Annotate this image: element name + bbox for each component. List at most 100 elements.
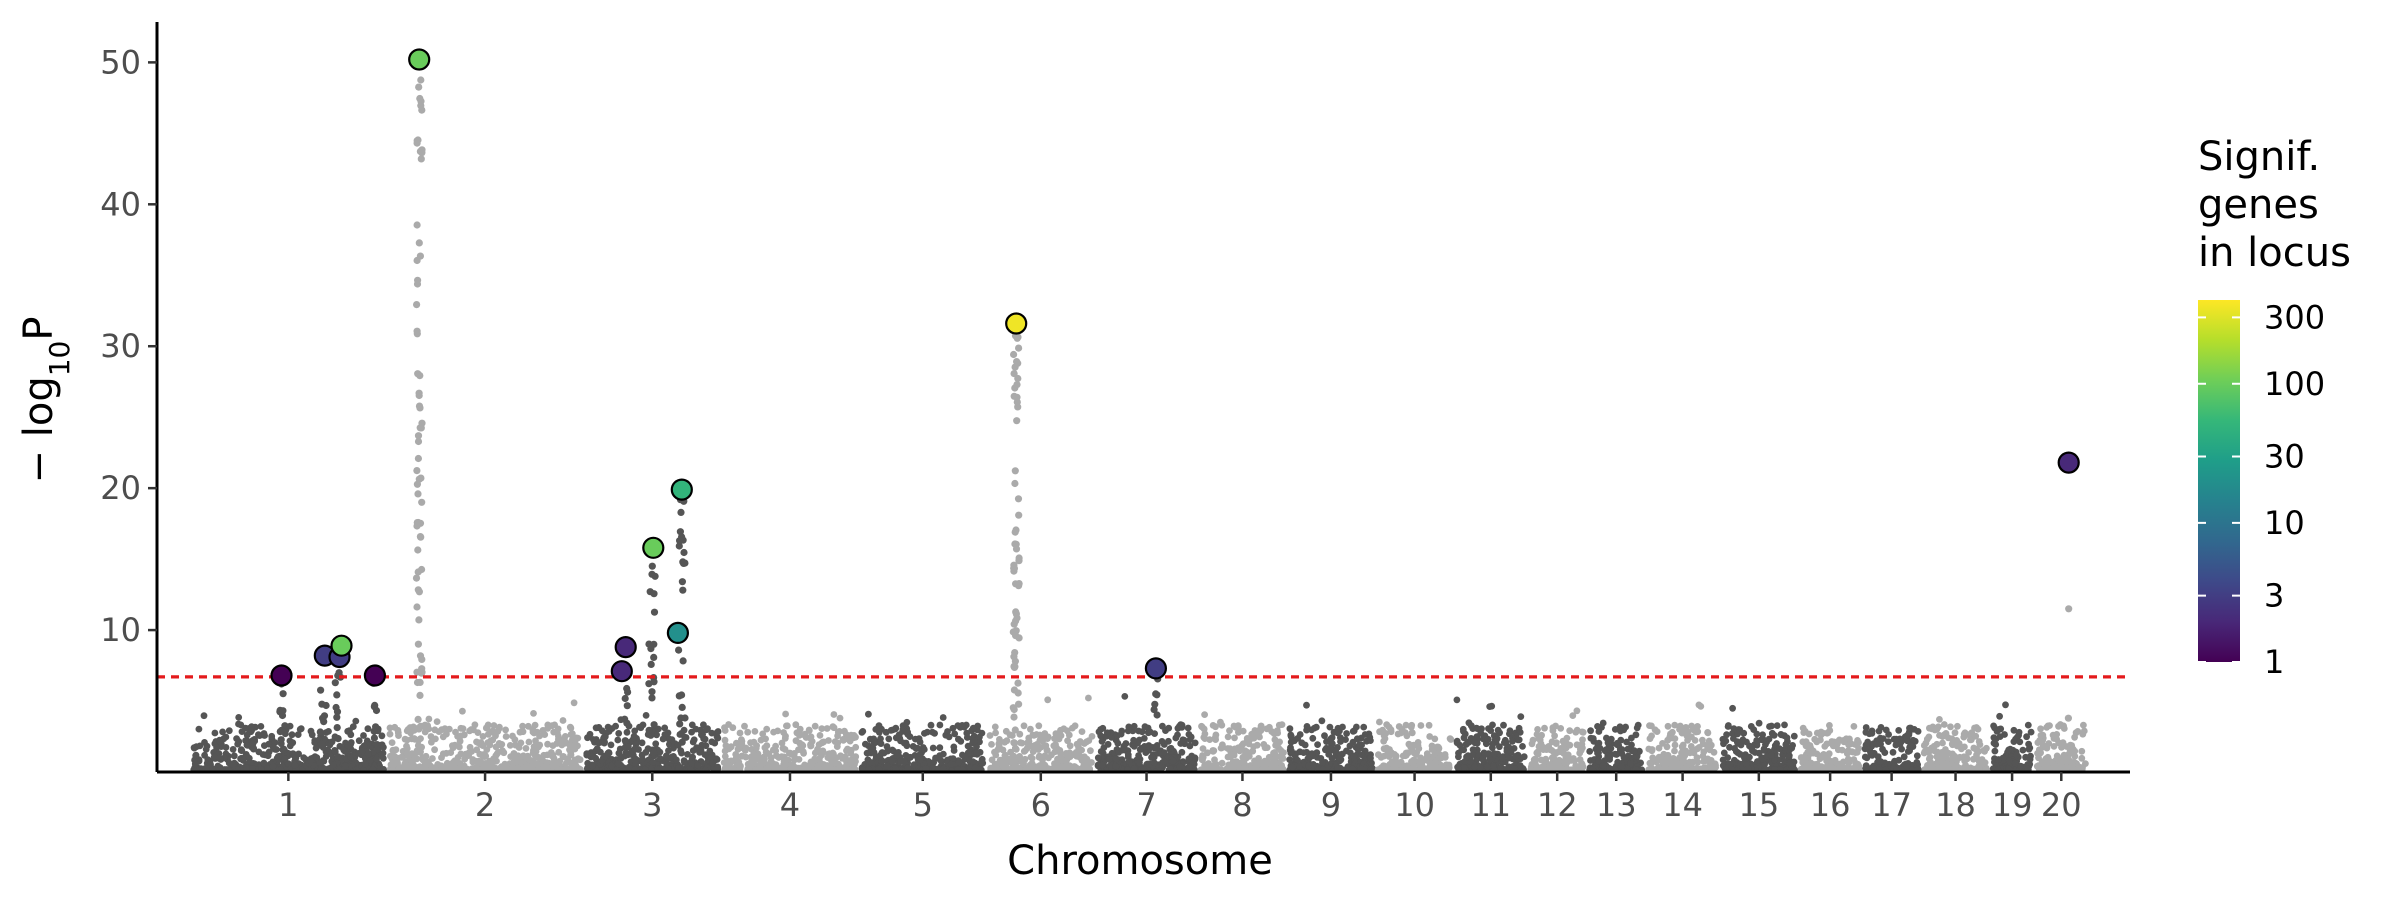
snp-point bbox=[1654, 764, 1662, 771]
snp-point bbox=[1551, 732, 1558, 740]
snp-point bbox=[811, 722, 819, 730]
snp-point bbox=[1401, 752, 1409, 760]
snp-point bbox=[1117, 730, 1125, 738]
snp-point bbox=[779, 744, 787, 752]
snp-point bbox=[459, 725, 467, 732]
snp-point bbox=[1520, 753, 1528, 761]
snp-point bbox=[1620, 754, 1628, 761]
snp-point bbox=[1308, 750, 1316, 758]
snp-point bbox=[1970, 744, 1978, 752]
snp-point bbox=[677, 747, 685, 755]
snp-point bbox=[525, 738, 533, 746]
snp-point bbox=[2026, 755, 2034, 763]
snp-point bbox=[1961, 757, 1969, 765]
snp-point bbox=[289, 739, 297, 747]
snp-point bbox=[358, 747, 366, 755]
snp-point bbox=[263, 765, 271, 772]
snp-point bbox=[969, 724, 977, 732]
snp-point bbox=[1572, 728, 1580, 736]
snp-point bbox=[1199, 745, 1207, 752]
snp-point bbox=[269, 763, 277, 770]
snp-point bbox=[680, 757, 688, 765]
snp-point bbox=[876, 752, 884, 760]
snp-point bbox=[549, 742, 557, 749]
snp-point bbox=[1790, 732, 1798, 740]
snp-point bbox=[638, 751, 646, 759]
snp-point bbox=[1761, 747, 1769, 754]
snp-point bbox=[1933, 725, 1941, 733]
snp-point bbox=[1689, 746, 1696, 754]
snp-point bbox=[1958, 745, 1965, 753]
snp-point bbox=[572, 734, 580, 742]
snp-point bbox=[1671, 721, 1679, 729]
snp-point bbox=[668, 736, 676, 744]
snp-point bbox=[1664, 722, 1672, 730]
snp-point bbox=[235, 720, 242, 728]
snp-point bbox=[1403, 732, 1411, 740]
snp-point bbox=[615, 760, 623, 768]
snp-point bbox=[1042, 742, 1050, 750]
snp-point bbox=[216, 754, 224, 762]
snp-point bbox=[831, 738, 839, 745]
snp-point bbox=[1453, 696, 1461, 704]
snp-point bbox=[601, 733, 609, 741]
snp-point bbox=[479, 733, 487, 740]
snp-point bbox=[325, 728, 332, 735]
snp-point bbox=[1366, 734, 1374, 741]
snp-point bbox=[795, 756, 803, 763]
snp-point bbox=[617, 755, 625, 762]
snp-point bbox=[1020, 747, 1028, 755]
snp-point bbox=[1785, 753, 1793, 760]
snp-point bbox=[656, 748, 664, 756]
snp-point bbox=[555, 748, 563, 756]
snp-point bbox=[286, 722, 294, 730]
snp-point bbox=[429, 764, 436, 771]
snp-point bbox=[1848, 748, 1856, 755]
snp-point bbox=[1349, 728, 1357, 735]
snp-point bbox=[969, 758, 977, 765]
snp-point bbox=[1671, 747, 1678, 755]
snp-point bbox=[1477, 729, 1485, 737]
snp-point bbox=[608, 762, 615, 770]
snp-point bbox=[1913, 752, 1921, 760]
snp-point bbox=[1231, 734, 1238, 742]
snp-point bbox=[1191, 739, 1199, 747]
snp-point bbox=[1734, 730, 1741, 738]
snp-point bbox=[1296, 731, 1304, 738]
snp-point bbox=[865, 710, 872, 718]
snp-point bbox=[1146, 728, 1154, 736]
snp-point bbox=[380, 743, 387, 751]
snp-point bbox=[1863, 754, 1871, 762]
snp-point bbox=[939, 714, 947, 721]
snp-point bbox=[1289, 763, 1296, 771]
snp-point bbox=[1532, 756, 1539, 763]
snp-point bbox=[665, 747, 672, 754]
snp-point bbox=[1455, 753, 1462, 761]
snp-point bbox=[1476, 764, 1484, 771]
snp-point bbox=[1936, 716, 1943, 723]
snp-point bbox=[615, 730, 623, 737]
snp-point bbox=[770, 728, 777, 736]
snp-point bbox=[656, 755, 664, 762]
snp-point bbox=[1628, 741, 1635, 749]
snp-point bbox=[767, 761, 775, 768]
snp-point bbox=[1707, 741, 1715, 749]
snp-point bbox=[517, 739, 525, 747]
snp-point bbox=[432, 735, 439, 743]
snp-point bbox=[1446, 735, 1454, 742]
snp-point bbox=[973, 749, 981, 756]
snp-point bbox=[1303, 723, 1311, 730]
snp-point bbox=[1914, 728, 1922, 735]
snp-point bbox=[361, 760, 369, 768]
snp-point bbox=[796, 725, 804, 733]
snp-point bbox=[1939, 763, 1947, 771]
snp-point bbox=[1502, 738, 1510, 746]
snp-point bbox=[742, 753, 750, 761]
snp-point bbox=[1578, 728, 1586, 736]
snp-point bbox=[506, 742, 514, 749]
snp-point bbox=[1178, 723, 1186, 731]
snp-point bbox=[1695, 701, 1703, 709]
snp-point bbox=[736, 729, 744, 737]
snp-point bbox=[1537, 756, 1545, 764]
snp-point bbox=[830, 711, 838, 718]
